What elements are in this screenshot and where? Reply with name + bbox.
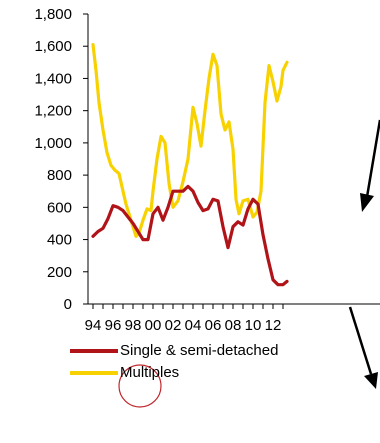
- x-tick-label: 94: [85, 317, 102, 334]
- legend-label-multiples: Multiples: [120, 364, 180, 381]
- y-tick-labels: 0 200 400 600 800 1,000 1,200 1,400 1,600 1,800: [34, 6, 72, 313]
- arrow-2-head: [364, 372, 378, 389]
- x-tick-label: 08: [225, 317, 242, 334]
- x-tick-label: 98: [125, 317, 142, 334]
- x-tick-label: 06: [205, 317, 222, 334]
- chart-annotations: [118, 119, 380, 408]
- highlight-circle: [118, 364, 162, 408]
- x-tick-label: 96: [105, 317, 122, 334]
- chart-axes: [83, 13, 380, 309]
- y-tick-label: 1,800: [34, 6, 72, 23]
- legend-item-multiples: Multiples: [70, 364, 179, 381]
- arrow-2-line: [348, 306, 373, 375]
- arrow-1-line: [365, 119, 380, 198]
- y-tick-label: 400: [47, 232, 72, 249]
- y-tick-label: 600: [47, 199, 72, 216]
- legend-item-single: Single & semi-detached: [70, 342, 278, 359]
- arrow-1-head: [360, 193, 374, 212]
- legend-label-single: Single & semi-detached: [120, 342, 279, 359]
- x-tick-label: 02: [165, 317, 182, 334]
- y-tick-label: 1,600: [34, 38, 72, 55]
- y-tick-label: 1,200: [34, 103, 72, 120]
- y-tick-label: 1,000: [34, 135, 72, 152]
- chart-series: [91, 43, 289, 287]
- legend-swatch-multiples: [70, 370, 118, 375]
- y-tick-label: 0: [64, 296, 72, 313]
- x-tick-label: 04: [185, 317, 202, 334]
- x-tick-label: 00: [145, 317, 162, 334]
- series-line-multiples: [91, 43, 289, 238]
- y-tick-label: 800: [47, 167, 72, 184]
- y-tick-label: 1,400: [34, 70, 72, 87]
- x-tick-label: 12: [265, 317, 282, 334]
- x-tick-labels: 94 96 98 00 02 04 06 08 10 12: [85, 317, 282, 334]
- series-line-single-semi-detached: [91, 184, 289, 287]
- legend-swatch-single: [70, 348, 118, 353]
- y-tick-label: 200: [47, 264, 72, 281]
- x-tick-label: 10: [245, 317, 262, 334]
